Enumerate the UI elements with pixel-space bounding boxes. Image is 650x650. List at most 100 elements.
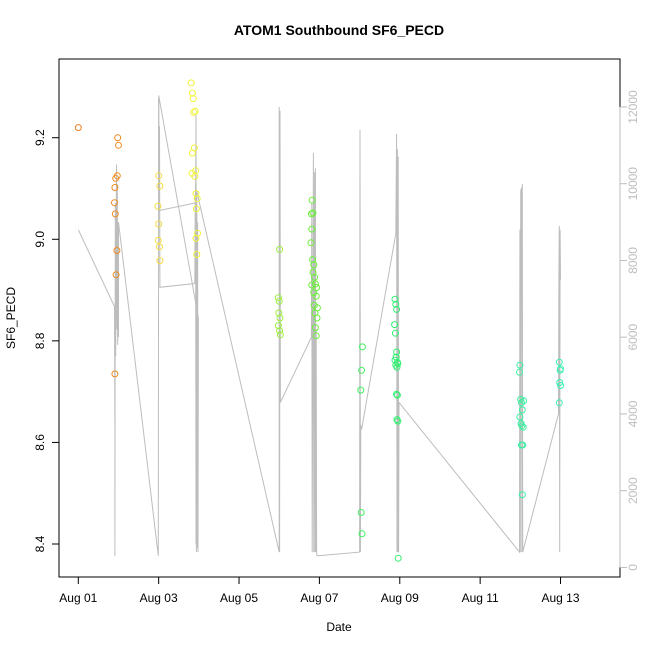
altitude-line-segment-5 — [398, 183, 561, 554]
data-point-44 — [309, 209, 317, 217]
data-point-1 — [114, 134, 122, 142]
data-point-102 — [555, 399, 563, 407]
data-point-63 — [358, 366, 366, 374]
data-point-22 — [191, 107, 199, 115]
data-point-13 — [154, 202, 162, 210]
data-point-17 — [156, 257, 164, 265]
data-point-93 — [519, 423, 527, 431]
y2-tick-label-0: 0 — [626, 564, 640, 571]
data-point-88 — [520, 397, 528, 405]
data-point-39 — [274, 322, 282, 330]
data-point-84 — [516, 361, 524, 369]
data-point-46 — [307, 239, 315, 247]
data-point-36 — [275, 297, 283, 305]
data-point-37 — [275, 309, 283, 317]
data-point-5 — [111, 184, 119, 191]
plot-frame — [58, 58, 621, 578]
points-layer — [74, 79, 564, 562]
data-point-0 — [74, 124, 82, 132]
data-point-89 — [518, 406, 526, 414]
x-tick-label-1: Aug 03 — [140, 591, 178, 605]
data-point-54 — [310, 289, 318, 297]
data-point-8 — [113, 247, 121, 254]
data-point-34 — [276, 245, 284, 253]
data-point-19 — [188, 89, 196, 97]
data-point-64 — [357, 386, 365, 394]
data-point-48 — [310, 261, 318, 269]
y2-tick-label-5: 10000 — [626, 167, 640, 201]
data-point-10 — [111, 370, 119, 378]
data-point-32 — [192, 234, 200, 242]
data-point-100 — [556, 379, 564, 386]
altitude-line-segment-0 — [77, 164, 119, 556]
data-point-9 — [112, 271, 120, 279]
data-point-45 — [308, 225, 316, 233]
data-point-69 — [393, 305, 401, 313]
data-point-67 — [391, 295, 399, 303]
data-point-70 — [391, 321, 399, 329]
y2-tick-label-3: 6000 — [626, 324, 640, 351]
data-point-83 — [394, 554, 402, 562]
y-tick-label-0: 8.4 — [33, 535, 47, 552]
data-point-96 — [518, 491, 526, 499]
altitude-line-segment-3 — [196, 106, 318, 556]
altitude-line-segment-4 — [316, 129, 400, 557]
x-tick-label-5: Aug 11 — [462, 591, 499, 605]
y2-tick-label-6: 12000 — [626, 90, 640, 124]
data-point-28 — [192, 190, 200, 198]
x-tick-label-2: Aug 05 — [220, 591, 258, 605]
x-axis-label: Date — [326, 620, 352, 634]
data-point-90 — [516, 413, 524, 421]
data-point-60 — [311, 324, 319, 332]
data-point-92 — [518, 422, 526, 430]
x-tick-label-0: Aug 01 — [59, 591, 97, 605]
data-point-33 — [193, 251, 201, 258]
data-point-66 — [358, 530, 366, 538]
data-point-15 — [154, 236, 162, 244]
data-point-73 — [392, 353, 400, 361]
y-tick-label-2: 8.8 — [33, 332, 47, 349]
data-point-40 — [276, 327, 284, 335]
data-point-50 — [311, 273, 319, 281]
data-point-62 — [358, 343, 366, 351]
data-point-55 — [312, 292, 320, 300]
data-point-41 — [276, 331, 284, 339]
data-point-12 — [156, 182, 164, 190]
y-axis-left: 8.4 8.6 8.8 9.0 9.2 — [33, 129, 60, 552]
data-point-29 — [193, 195, 201, 203]
data-point-42 — [308, 196, 316, 204]
data-point-68 — [392, 300, 400, 308]
data-point-99 — [557, 365, 564, 373]
data-point-35 — [274, 294, 282, 302]
data-point-59 — [313, 314, 321, 322]
data-point-80 — [393, 391, 401, 399]
data-point-79 — [393, 390, 401, 398]
altitude-line-segment-2 — [158, 95, 199, 553]
data-point-43 — [307, 210, 315, 218]
data-point-30 — [192, 205, 200, 213]
right-axis-series-layer — [77, 95, 561, 557]
x-tick-label-3: Aug 07 — [300, 591, 338, 605]
y-axis-label: SF6_PECD — [4, 287, 18, 349]
data-point-72 — [393, 348, 401, 356]
y2-tick-label-1: 2000 — [626, 477, 640, 504]
x-tick-label-4: Aug 09 — [381, 591, 419, 605]
data-point-101 — [557, 382, 564, 389]
data-point-71 — [391, 329, 399, 337]
data-point-14 — [155, 220, 163, 228]
data-point-21 — [190, 108, 198, 116]
y-tick-label-1: 8.6 — [33, 434, 47, 451]
data-point-85 — [516, 368, 523, 376]
y2-tick-label-2: 4000 — [626, 400, 640, 427]
data-point-6 — [111, 199, 118, 207]
data-point-95 — [518, 441, 525, 449]
data-point-97 — [555, 358, 563, 366]
data-point-16 — [156, 243, 163, 251]
data-point-47 — [309, 256, 317, 264]
chart-title: ATOM1 Southbound SF6_PECD — [234, 22, 444, 38]
y-tick-label-3: 9.0 — [33, 231, 47, 248]
y-axis-right: 0 2000 4000 6000 8000 10000 12000 — [619, 90, 640, 571]
data-point-18 — [187, 79, 195, 87]
data-point-27 — [191, 172, 199, 180]
